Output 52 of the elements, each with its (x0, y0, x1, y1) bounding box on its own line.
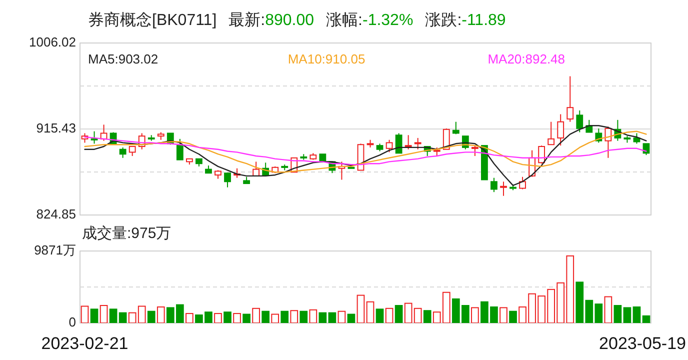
bar (328, 312, 336, 323)
bar (385, 308, 394, 323)
bar (623, 307, 632, 323)
bar (604, 296, 612, 323)
bar (90, 308, 98, 323)
bar (233, 313, 241, 323)
y-tick-label: 1006.02 (29, 34, 76, 50)
bar (356, 294, 365, 323)
chart-title: 券商概念[BK0711] (88, 11, 217, 29)
y-tick-label: 915.43 (36, 120, 76, 136)
bar (366, 301, 374, 323)
bar (347, 314, 356, 323)
bar (614, 304, 622, 323)
bar (509, 310, 517, 323)
text: MA20:892.48 (488, 51, 566, 66)
bar (394, 304, 403, 323)
y-tick-label: 824.85 (36, 206, 76, 222)
bar (318, 312, 327, 323)
bar (147, 310, 156, 323)
bar (423, 310, 432, 323)
text: MA10:910.05 (288, 51, 366, 66)
text: 最新:890.00 (228, 11, 314, 29)
bar (471, 307, 479, 323)
bar (80, 306, 89, 323)
bar (186, 313, 194, 323)
bar (632, 306, 641, 323)
bar (100, 304, 108, 323)
bar (224, 312, 232, 323)
y-tick-label: 9871万 (34, 242, 76, 258)
bar (290, 310, 298, 323)
text: MA5:903.02 (88, 51, 158, 66)
bar (280, 310, 289, 323)
bar (271, 314, 280, 323)
bar (642, 315, 650, 323)
bar (300, 310, 308, 323)
x-tick-label: 2023-02-21 (41, 334, 128, 353)
bar (156, 306, 165, 323)
bar (262, 310, 270, 323)
bar (252, 308, 260, 323)
bar (309, 309, 318, 323)
text: 涨跌:-11.89 (425, 11, 506, 29)
bar (109, 308, 118, 323)
bar (376, 308, 384, 323)
y-tick-label: 0 (68, 314, 76, 330)
text: 涨幅:-1.32% (326, 11, 414, 29)
bar (500, 307, 508, 323)
bar (338, 310, 346, 323)
bar (214, 313, 222, 323)
chart-title: 成交量:975万 (82, 225, 172, 242)
bar (118, 312, 127, 323)
x-tick-label: 2023-05-19 (599, 334, 686, 353)
bar (242, 314, 250, 323)
